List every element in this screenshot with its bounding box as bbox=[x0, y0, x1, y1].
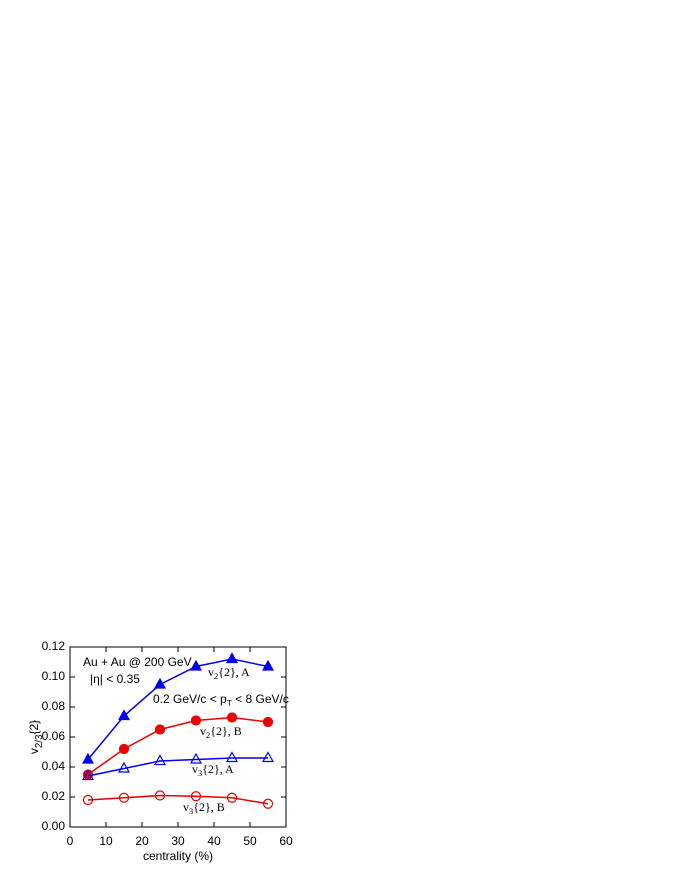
marker bbox=[262, 716, 274, 728]
label: v2{2}, A bbox=[208, 665, 250, 681]
label-tail: {2} bbox=[27, 720, 41, 735]
label-main: v bbox=[200, 724, 206, 738]
marker bbox=[226, 792, 238, 803]
x-tick-label: 0 bbox=[67, 834, 74, 848]
x-tick-label: 10 bbox=[99, 834, 113, 848]
marker bbox=[81, 752, 95, 764]
y-tick-label: 0.02 bbox=[42, 789, 66, 803]
label-tail: {2}, A bbox=[202, 762, 234, 776]
label-sub: T bbox=[227, 698, 232, 708]
label-main: v bbox=[208, 665, 214, 679]
label: v3{2}, A bbox=[192, 762, 234, 778]
marker bbox=[262, 798, 274, 809]
marker bbox=[190, 715, 202, 726]
marker bbox=[117, 709, 131, 721]
marker bbox=[225, 751, 239, 763]
marker bbox=[81, 769, 95, 781]
label-sub: 2 bbox=[214, 672, 218, 681]
marker bbox=[261, 751, 275, 763]
label: v2{2}, B bbox=[200, 724, 242, 740]
marker bbox=[189, 752, 203, 764]
marker bbox=[118, 792, 130, 803]
label: 0.2 GeV/c < pT < 8 GeV/c bbox=[153, 692, 289, 708]
label-sub: 2 bbox=[206, 731, 210, 740]
label-main: Au + Au @ 200 GeV bbox=[83, 655, 192, 669]
label-tail: {2}, A bbox=[218, 665, 250, 679]
marker bbox=[117, 761, 131, 773]
marker bbox=[82, 794, 94, 806]
label-sub: 2/3 bbox=[34, 734, 45, 748]
x-tick-label: 60 bbox=[279, 834, 293, 848]
label-tail: {2}, B bbox=[193, 800, 225, 814]
label-main: v bbox=[183, 800, 189, 814]
marker bbox=[226, 712, 238, 723]
x-tick-label: 40 bbox=[207, 834, 221, 848]
label-tail: < 8 GeV/c bbox=[232, 692, 289, 706]
marker bbox=[225, 652, 239, 664]
marker bbox=[154, 724, 166, 735]
y-tick-label: 0.04 bbox=[42, 759, 66, 773]
label: v2/3{2} bbox=[27, 720, 44, 754]
marker bbox=[154, 790, 166, 801]
series-line bbox=[87, 658, 269, 760]
x-tick-label: 50 bbox=[243, 834, 257, 848]
label: Au + Au @ 200 GeV bbox=[83, 655, 192, 669]
x-axis-label: centrality (%) bbox=[143, 849, 213, 863]
label-sub: 3 bbox=[189, 807, 193, 816]
label-tail: {2}, B bbox=[210, 724, 242, 738]
y-tick-label: 0.08 bbox=[42, 699, 66, 713]
marker bbox=[153, 677, 167, 689]
marker bbox=[153, 754, 167, 766]
y-tick-label: 0.00 bbox=[42, 819, 66, 833]
label-main: 0.2 GeV/c < p bbox=[153, 692, 227, 706]
y-tick-label: 0.10 bbox=[42, 669, 66, 683]
label-main: v bbox=[27, 748, 41, 754]
marker bbox=[189, 659, 203, 671]
label: v3{2}, B bbox=[183, 800, 225, 816]
label-main: v bbox=[192, 762, 198, 776]
label-sub: 3 bbox=[198, 769, 202, 778]
series-line bbox=[87, 716, 269, 776]
label: |η| < 0.35 bbox=[90, 672, 140, 686]
marker bbox=[190, 791, 202, 802]
y-tick-label: 0.12 bbox=[42, 639, 66, 653]
marker bbox=[118, 743, 130, 755]
y-tick-label: 0.06 bbox=[42, 729, 66, 743]
series-line bbox=[87, 757, 268, 777]
x-tick-label: 20 bbox=[135, 834, 149, 848]
label-main: |η| < 0.35 bbox=[90, 672, 140, 686]
series-line bbox=[87, 794, 269, 805]
marker bbox=[261, 659, 275, 671]
x-tick-label: 30 bbox=[171, 834, 185, 848]
